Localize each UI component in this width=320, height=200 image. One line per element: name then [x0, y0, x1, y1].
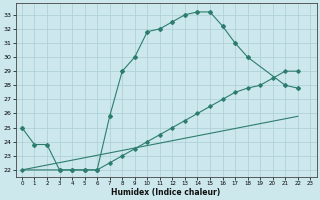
- X-axis label: Humidex (Indice chaleur): Humidex (Indice chaleur): [111, 188, 221, 197]
